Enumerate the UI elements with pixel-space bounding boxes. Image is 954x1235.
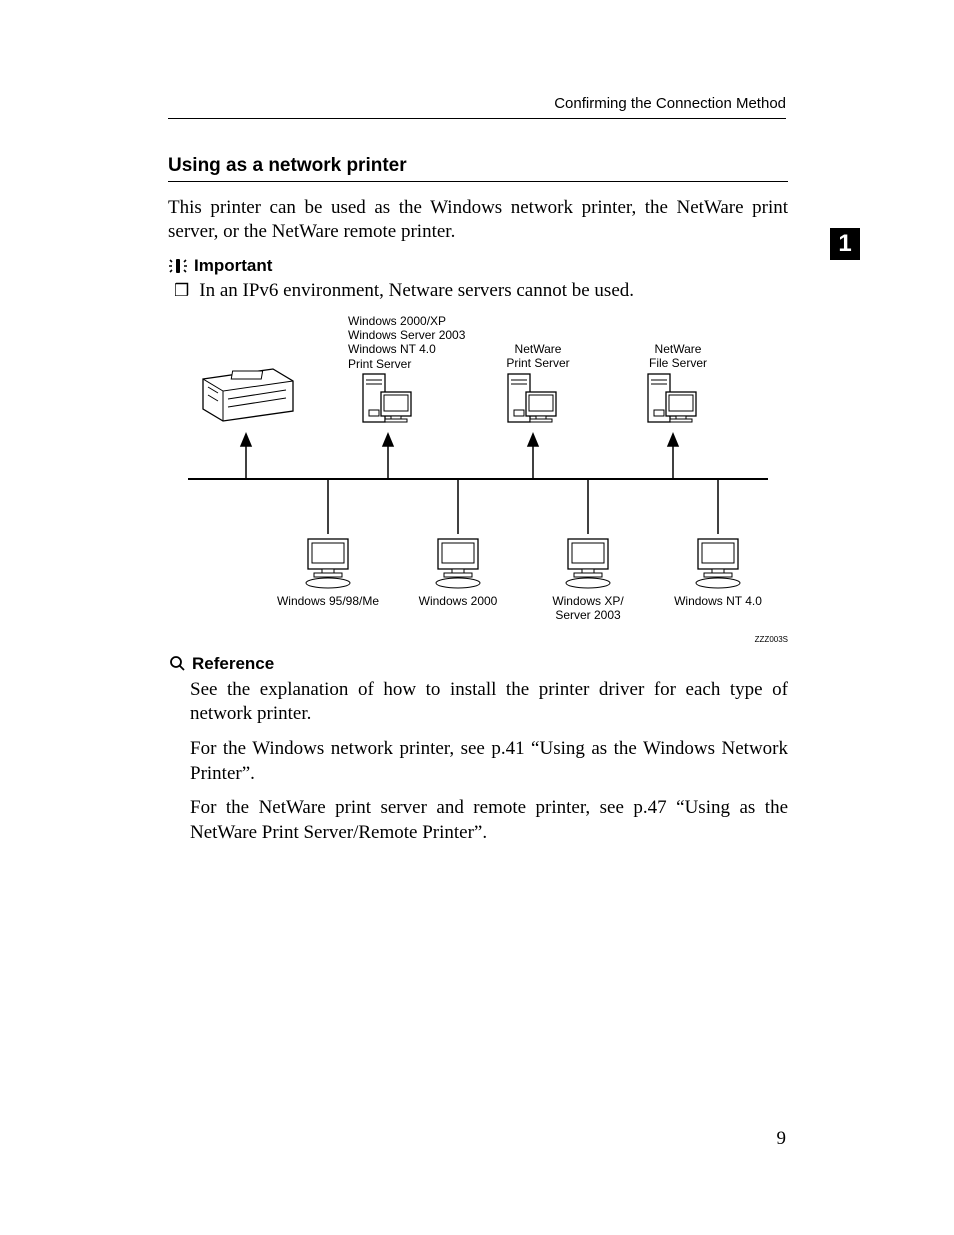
- reference-p3: For the NetWare print server and remote …: [190, 796, 788, 845]
- label-text: Windows 2000/XP: [348, 314, 478, 328]
- section-title: Using as a network printer: [168, 155, 788, 177]
- important-icon: [168, 257, 188, 275]
- label-text: Windows XP/: [543, 594, 633, 608]
- diagram-figure-id: ZZZ003S: [755, 635, 788, 644]
- important-label: Important: [194, 256, 272, 276]
- label-text: Server 2003: [543, 608, 633, 622]
- content-area: Using as a network printer This printer …: [168, 155, 788, 856]
- reference-callout: Reference: [168, 654, 788, 674]
- reference-label: Reference: [192, 654, 274, 674]
- reference-block: See the explanation of how to install th…: [190, 678, 788, 846]
- page: Confirming the Connection Method 1 Using…: [0, 0, 954, 1235]
- diagram-label-client3: Windows XP/ Server 2003: [543, 594, 633, 623]
- network-diagram: Windows 2000/XP Windows Server 2003 Wind…: [168, 314, 788, 644]
- reference-p1: See the explanation of how to install th…: [190, 678, 788, 727]
- header-rule: [168, 118, 786, 119]
- label-text: NetWare: [498, 342, 578, 356]
- diagram-label-server3: NetWare File Server: [638, 342, 718, 371]
- important-text: In an IPv6 environment, Netware servers …: [199, 280, 634, 302]
- label-text: File Server: [638, 356, 718, 370]
- diagram-label-client1: Windows 95/98/Me: [273, 594, 383, 608]
- diagram-label-server2: NetWare Print Server: [498, 342, 578, 371]
- diagram-label-server1: Windows 2000/XP Windows Server 2003 Wind…: [348, 314, 478, 372]
- label-text: Print Server: [498, 356, 578, 370]
- label-text: NetWare: [638, 342, 718, 356]
- page-number: 9: [777, 1128, 787, 1150]
- reference-p2: For the Windows network printer, see p.4…: [190, 737, 788, 786]
- diagram-label-client4: Windows NT 4.0: [668, 594, 768, 608]
- diagram-label-client2: Windows 2000: [413, 594, 503, 608]
- important-callout: Important: [168, 256, 788, 276]
- important-bullet: ❒ In an IPv6 environment, Netware server…: [174, 280, 788, 302]
- label-text: Print Server: [348, 357, 478, 371]
- running-header: Confirming the Connection Method: [554, 95, 786, 112]
- chapter-tab: 1: [830, 228, 860, 260]
- label-text: Windows Server 2003: [348, 328, 478, 342]
- label-text: Windows NT 4.0: [348, 342, 478, 356]
- section-intro: This printer can be used as the Windows …: [168, 196, 788, 244]
- bullet-icon: ❒: [174, 280, 189, 302]
- reference-icon: [168, 655, 186, 673]
- section-rule: [168, 181, 788, 182]
